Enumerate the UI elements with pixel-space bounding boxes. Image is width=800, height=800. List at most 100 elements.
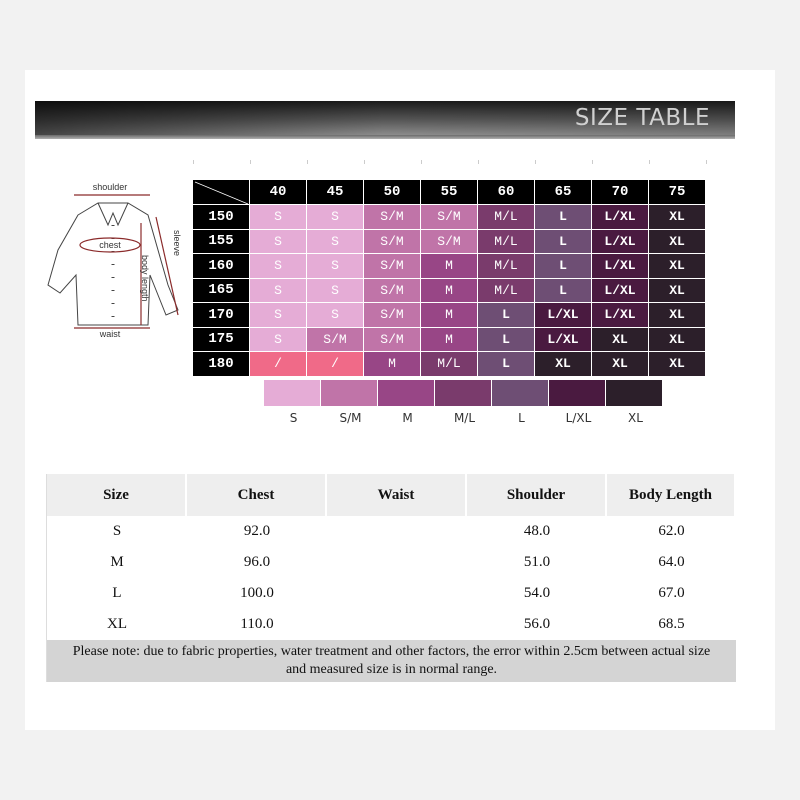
legend-swatch [435,380,491,406]
size-cell: L/XL [592,254,649,279]
size-cell: S/M [364,303,421,328]
table-cell: M [110,554,124,570]
size-cell: L [535,205,592,230]
row-header: 155 [193,229,250,254]
size-cell: S/M [421,229,478,254]
size-cell: XL [592,327,649,352]
diagonal-line [194,181,249,204]
size-cell: S [250,303,307,328]
corner-cell [193,180,250,205]
size-cell: S [250,278,307,303]
size-cell: XL [649,303,706,328]
column-header: 65 [535,180,592,205]
size-cell: L/XL [535,327,592,352]
tick-mark [592,160,593,164]
table-row: L 100.0 54.0 67.0 [47,578,736,609]
column-header: 40 [250,180,307,205]
tick-mark [706,160,707,164]
size-cell: S/M [364,254,421,279]
size-cell: S/M [364,205,421,230]
measurement-table: Size Chest Waist Shoulder Body Length S 92.0 4… [46,474,736,682]
note-line-1: Please note: due to fabric properties, w… [72,644,711,659]
legend-swatch [606,380,662,406]
row-header: 160 [193,254,250,279]
column-header: 45 [307,180,364,205]
column-header: 60 [478,180,535,205]
size-cell: M/L [478,229,535,254]
legend-label: L/XL [565,411,592,425]
note-line-2: and measured size is in normal range. [285,662,498,677]
column-header: 70 [592,180,649,205]
table-row: M 96.0 51.0 64.0 [47,547,736,578]
size-cell: S [307,229,364,254]
size-cell: XL [535,352,592,377]
table-row: S 92.0 48.0 62.0 [47,516,736,547]
shoulder-label: shoulder [93,182,128,192]
size-cell: XL [649,205,706,230]
size-cell: S [307,205,364,230]
column-header: Shoulder [467,474,607,516]
size-cell: M [421,278,478,303]
size-cell: L/XL [535,303,592,328]
size-cell: S/M [364,327,421,352]
chest-label: chest [99,240,121,250]
table-cell: 92.0 [243,523,271,539]
row-header: 150 [193,205,250,230]
size-cell: S/M [421,205,478,230]
size-cell: M/L [421,352,478,377]
body-length-label: body length [140,255,150,302]
size-cell: S/M [364,278,421,303]
table-cell: 62.0 [658,523,685,539]
size-cell: S [250,229,307,254]
size-note: Please note: due to fabric properties, w… [47,640,736,682]
size-cell: S [250,327,307,352]
size-cell: / [307,352,364,377]
table-cell: 54.0 [523,585,551,601]
legend-swatch [492,380,548,406]
size-cell: XL [649,229,706,254]
size-cell: M [364,352,421,377]
table-cell: 68.5 [658,616,685,632]
column-header: Body Length [607,474,736,516]
column-header: Chest [187,474,327,516]
table-cell: 100.0 [240,585,274,601]
table-cell [327,516,467,547]
table-cell: 67.0 [658,585,685,601]
size-cell: M/L [478,278,535,303]
table-cell: 51.0 [523,554,551,570]
size-cell: M [421,254,478,279]
table-cell: L [112,585,122,601]
size-cell: M/L [478,254,535,279]
size-cell: L [535,278,592,303]
tick-mark [535,160,536,164]
page-title: SIZE TABLE [574,105,710,131]
sleeve-label: sleeve [172,230,182,256]
legend-swatch [321,380,377,406]
size-cell: S [250,205,307,230]
row-header: 180 [193,352,250,377]
legend-label: L [518,411,525,425]
column-header: Waist [327,474,467,516]
column-header: Size [47,474,187,516]
table-cell: S [112,523,122,539]
size-cell: XL [649,254,706,279]
size-cell: L [535,229,592,254]
table-header-row: Size Chest Waist Shoulder Body Length [47,474,736,516]
legend-swatch [378,380,434,406]
shirt-diagram: shoulder chest sleeve body length waist [47,182,182,339]
size-cell: L [535,254,592,279]
size-cell: / [250,352,307,377]
size-cell: L/XL [592,229,649,254]
table-cell: XL [107,616,127,632]
table-cell: 48.0 [523,523,551,539]
table-cell: 56.0 [523,616,551,632]
table-cell [327,547,467,578]
legend-label: M [402,411,413,425]
size-cell: L [478,303,535,328]
banner-divider [35,135,735,139]
size-cell: S [307,254,364,279]
tick-mark [193,160,194,164]
size-cell: S/M [364,229,421,254]
table-cell: 64.0 [658,554,685,570]
size-cell: XL [649,278,706,303]
